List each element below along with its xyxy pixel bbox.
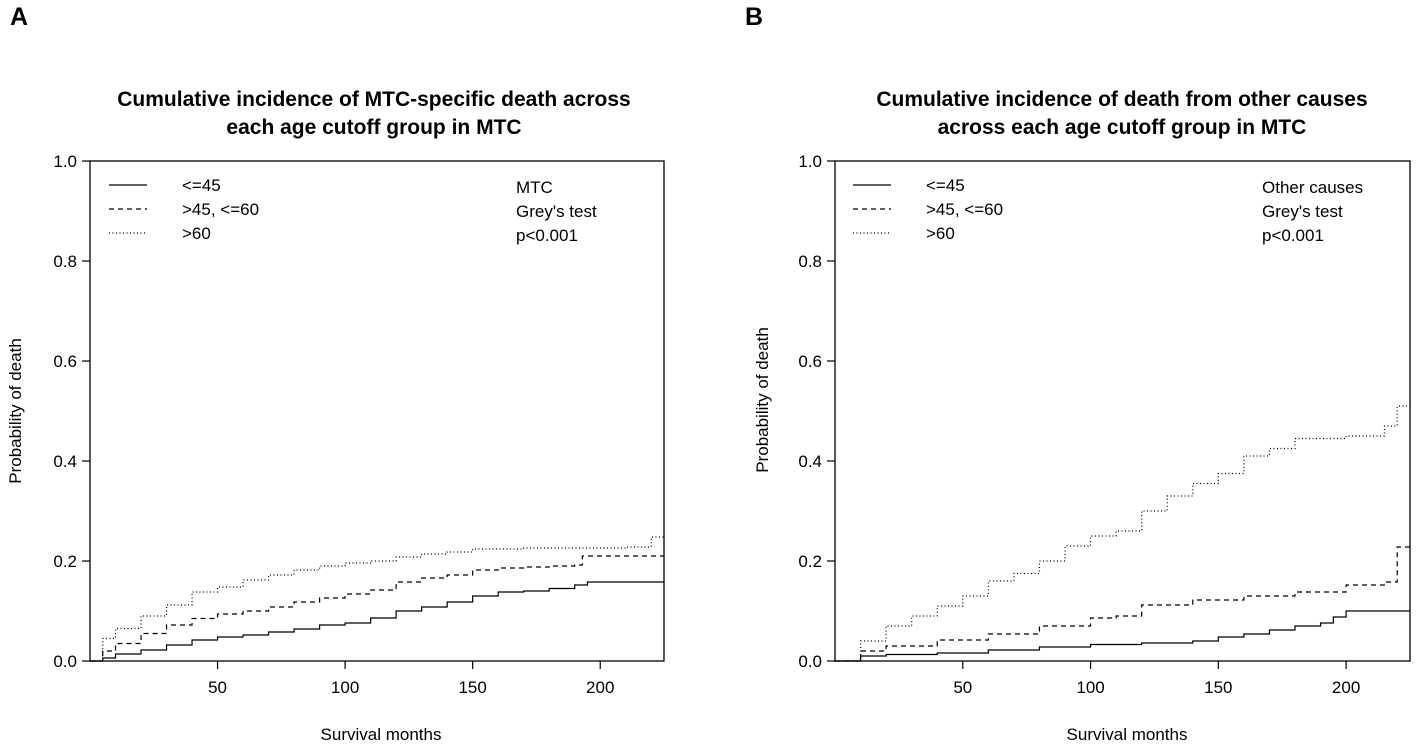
series-line-dashed [835, 546, 1411, 662]
panel-a: A Cumulative incidence of MTC-specific d… [6, 3, 665, 744]
y-tick-label: 0.2 [798, 552, 822, 571]
y-axis: 0.0 0.2 0.4 0.6 0.8 1.0 [798, 152, 835, 671]
panel-b: B Cumulative incidence of death from oth… [745, 3, 1411, 744]
series-line-dotted [835, 401, 1411, 662]
chart-title-line-2: across each age cutoff group in MTC [938, 116, 1307, 139]
annotation-line: p<0.001 [516, 226, 578, 245]
series-line-dashed [90, 555, 665, 662]
legend-label: >60 [926, 224, 955, 243]
x-tick-label: 100 [331, 678, 359, 697]
plot-frame [834, 160, 1411, 662]
y-tick-label: 0.4 [53, 452, 77, 471]
panel-label-b: B [745, 3, 763, 31]
y-tick-label: 0.0 [798, 652, 822, 671]
series-line-solid [90, 581, 664, 662]
x-tick-label: 50 [953, 678, 972, 697]
y-tick-label: 0.6 [53, 352, 77, 371]
annotation-line: Grey's test [516, 202, 597, 221]
x-tick-label: 50 [208, 678, 227, 697]
y-tick-label: 0.0 [53, 652, 77, 671]
y-axis-label: Probability of death [6, 338, 25, 484]
x-axis-label: Survival months [1067, 725, 1188, 744]
y-tick-label: 0.4 [798, 452, 822, 471]
legend-label: >60 [182, 224, 211, 243]
plot-frame [89, 160, 665, 662]
annotation-line: Other causes [1262, 178, 1363, 197]
series-line-dotted [90, 536, 665, 662]
chart-title-line-1: Cumulative incidence of death from other… [876, 88, 1367, 111]
y-tick-label: 1.0 [798, 152, 822, 171]
legend: <=45 >45, <=60 >60 [853, 176, 1003, 243]
y-tick-label: 1.0 [53, 152, 77, 171]
x-axis-label: Survival months [321, 725, 442, 744]
x-tick-label: 150 [1204, 678, 1232, 697]
annotation-line: p<0.001 [1262, 226, 1324, 245]
chart-title-line-2: each age cutoff group in MTC [226, 116, 521, 139]
y-axis: 0.0 0.2 0.4 0.6 0.8 1.0 [53, 152, 90, 671]
test-annotation: Other causes Grey's test p<0.001 [1262, 178, 1363, 245]
chart-title-line-1: Cumulative incidence of MTC-specific dea… [117, 88, 630, 111]
annotation-line: Grey's test [1262, 202, 1343, 221]
y-tick-label: 0.8 [798, 252, 822, 271]
legend-label: <=45 [926, 176, 965, 195]
legend-label: >45, <=60 [926, 200, 1003, 219]
y-tick-label: 0.8 [53, 252, 77, 271]
x-tick-label: 200 [586, 678, 614, 697]
series-lines [90, 536, 665, 662]
panel-label-a: A [10, 3, 28, 31]
series-lines [835, 401, 1411, 662]
annotation-line: MTC [516, 178, 553, 197]
legend-label: >45, <=60 [182, 200, 259, 219]
x-tick-label: 150 [458, 678, 486, 697]
test-annotation: MTC Grey's test p<0.001 [516, 178, 597, 245]
series-line-solid [835, 610, 1410, 662]
legend: <=45 >45, <=60 >60 [109, 176, 259, 243]
x-axis: 50 100 150 200 [208, 661, 614, 697]
x-axis: 50 100 150 200 [953, 661, 1360, 697]
y-axis-label: Probability of death [753, 327, 772, 473]
y-tick-label: 0.6 [798, 352, 822, 371]
x-tick-label: 200 [1332, 678, 1360, 697]
legend-label: <=45 [182, 176, 221, 195]
y-tick-label: 0.2 [53, 552, 77, 571]
x-tick-label: 100 [1076, 678, 1104, 697]
